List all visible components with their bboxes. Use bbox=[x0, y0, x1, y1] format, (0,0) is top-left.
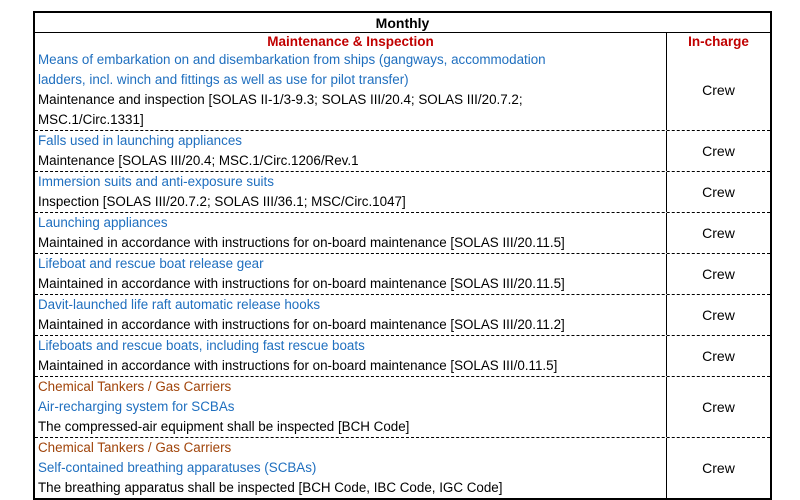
table-title: Monthly bbox=[375, 14, 430, 31]
table-row: Launching appliances Maintained in accord… bbox=[35, 212, 770, 253]
table-row: Lifeboats and rescue boats, including fa… bbox=[35, 335, 770, 376]
table-row: Immersion suits and anti-exposure suits I… bbox=[35, 171, 770, 212]
row-heading: Means of embarkation on and disembarkati… bbox=[38, 52, 546, 67]
row-description: Chemical Tankers / Gas Carriers Self-cont… bbox=[35, 438, 667, 498]
row-in-charge: Crew bbox=[702, 307, 735, 323]
maintenance-table: Monthly Maintenance & Inspection In-char… bbox=[33, 11, 772, 500]
row-in-charge: Crew bbox=[702, 348, 735, 364]
row-in-charge: Crew bbox=[702, 399, 735, 415]
row-in-charge: Crew bbox=[702, 266, 735, 282]
row-detail: Maintained in accordance with instructio… bbox=[38, 358, 558, 373]
row-description: Lifeboats and rescue boats, including fa… bbox=[35, 336, 667, 376]
row-category: Chemical Tankers / Gas Carriers bbox=[38, 440, 232, 455]
row-heading: Falls used in launching appliances bbox=[38, 133, 242, 148]
row-detail: MSC.1/Circ.1331] bbox=[38, 112, 144, 127]
header-in-charge: In-charge bbox=[688, 34, 749, 49]
row-in-charge: Crew bbox=[702, 184, 735, 200]
row-detail: Maintenance [SOLAS III/20.4; MSC.1/Circ.… bbox=[38, 153, 359, 168]
row-description: Immersion suits and anti-exposure suits I… bbox=[35, 172, 667, 212]
row-description: Lifeboat and rescue boat release gear Mai… bbox=[35, 254, 667, 294]
table-row: Davit-launched life raft automatic relea… bbox=[35, 294, 770, 335]
row-detail: Maintained in accordance with instructio… bbox=[38, 276, 565, 291]
table-row: Lifeboat and rescue boat release gear Mai… bbox=[35, 253, 770, 294]
row-in-charge: Crew bbox=[702, 225, 735, 241]
row-detail: Maintained in accordance with instructio… bbox=[38, 235, 565, 250]
row-heading: Lifeboat and rescue boat release gear bbox=[38, 256, 264, 271]
row-heading: Launching appliances bbox=[38, 215, 168, 230]
row-heading: ladders, incl. winch and fittings as wel… bbox=[38, 72, 409, 87]
row-description: Davit-launched life raft automatic relea… bbox=[35, 295, 667, 335]
row-description: Launching appliances Maintained in accord… bbox=[35, 213, 667, 253]
header-maintenance-inspection: Maintenance & Inspection bbox=[35, 33, 667, 50]
row-description: Means of embarkation on and disembarkati… bbox=[35, 50, 667, 130]
table-header: Maintenance & Inspection In-charge bbox=[35, 32, 770, 50]
row-heading: Self-contained breathing apparatuses (SC… bbox=[38, 460, 317, 475]
row-detail: The compressed-air equipment shall be in… bbox=[38, 419, 410, 434]
row-in-charge: Crew bbox=[702, 143, 735, 159]
row-heading: Air-recharging system for SCBAs bbox=[38, 399, 235, 414]
table-row: Falls used in launching appliances Mainte… bbox=[35, 130, 770, 171]
row-in-charge: Crew bbox=[702, 82, 735, 98]
table-row: Chemical Tankers / Gas Carriers Air-recha… bbox=[35, 376, 770, 437]
row-detail: Inspection [SOLAS III/20.7.2; SOLAS III/… bbox=[38, 194, 406, 209]
row-description: Chemical Tankers / Gas Carriers Air-recha… bbox=[35, 377, 667, 437]
row-description: Falls used in launching appliances Mainte… bbox=[35, 131, 667, 171]
row-heading: Immersion suits and anti-exposure suits bbox=[38, 174, 274, 189]
row-heading: Davit-launched life raft automatic relea… bbox=[38, 297, 321, 312]
row-detail: Maintained in accordance with instructio… bbox=[38, 317, 565, 332]
row-detail: Maintenance and inspection [SOLAS II-1/3… bbox=[38, 92, 523, 107]
table-row: Chemical Tankers / Gas Carriers Self-cont… bbox=[35, 437, 770, 498]
row-heading: Lifeboats and rescue boats, including fa… bbox=[38, 338, 365, 353]
row-detail: The breathing apparatus shall be inspect… bbox=[38, 480, 503, 495]
row-category: Chemical Tankers / Gas Carriers bbox=[38, 379, 232, 394]
row-in-charge: Crew bbox=[702, 460, 735, 476]
table-row: Means of embarkation on and disembarkati… bbox=[35, 50, 770, 130]
